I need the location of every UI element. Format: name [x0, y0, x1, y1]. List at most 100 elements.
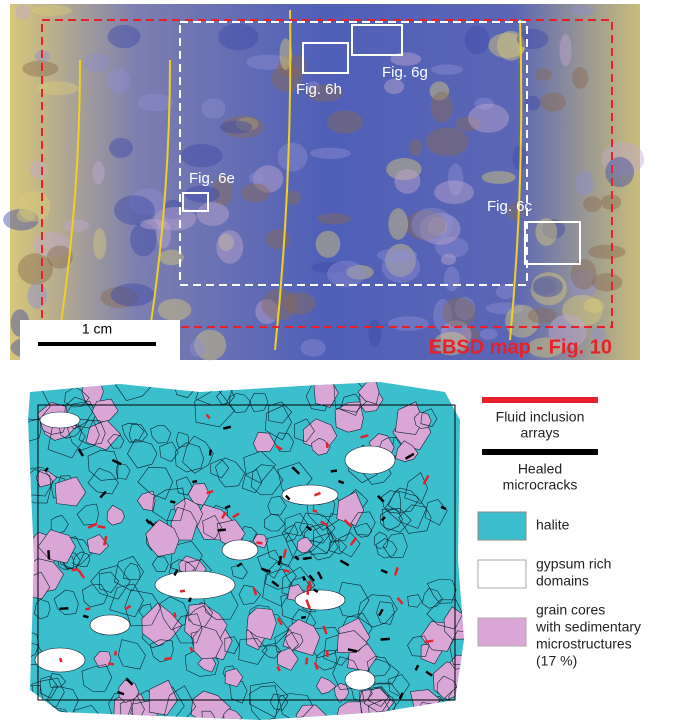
microcrack [192, 481, 197, 482]
crystal [327, 110, 363, 133]
crystal [109, 138, 133, 158]
legend-text: Fluid inclusion [496, 409, 585, 425]
ebsd-label: EBSD map - Fig. 10 [429, 336, 612, 358]
microcrack [170, 501, 175, 502]
fig-label: Fig. 6g [382, 64, 428, 81]
gypsum-domain [155, 571, 235, 599]
figure: Fig. 6h Fig. 6g Fig. 6e Fig. 6c 1 cm EBS… [0, 0, 676, 725]
microcrack [83, 616, 88, 618]
legend-text: halite [536, 517, 570, 533]
fig-label: Fig. 6e [189, 170, 235, 187]
crystal [327, 261, 365, 287]
crystal [317, 213, 351, 224]
legend-text: with sedimentary [535, 619, 641, 635]
legend-text: grain cores [536, 602, 605, 618]
grain-map [12, 371, 483, 725]
microcrack [98, 526, 106, 527]
legend-text: gypsum rich [536, 556, 611, 572]
legend-swatch [478, 618, 526, 646]
legend-swatch [478, 512, 526, 540]
gypsum-domain [345, 446, 395, 474]
crystal [395, 169, 421, 194]
microcrack [306, 658, 307, 665]
legend-text: domains [536, 573, 589, 589]
crystal [384, 79, 404, 94]
legend: Fluid inclusion arrays Healed microcrack… [478, 400, 641, 669]
crystal [15, 4, 30, 20]
microcrack [164, 658, 171, 659]
microcrack [303, 558, 312, 559]
crystal [83, 53, 110, 72]
scale-label: 1 cm [82, 321, 112, 337]
crystal [482, 171, 516, 184]
microcrack [301, 617, 306, 618]
crystal [569, 5, 594, 16]
microcrack [85, 609, 90, 610]
microcrack [191, 647, 192, 651]
crystal [575, 171, 594, 195]
microcrack [381, 639, 390, 640]
crystal [535, 68, 552, 81]
crystal [377, 248, 417, 262]
crystal [605, 157, 634, 187]
gypsum-domain [40, 412, 80, 428]
gypsum-domain [295, 590, 345, 610]
microcrack [72, 569, 79, 570]
crystal [197, 202, 229, 226]
crystal [572, 67, 588, 89]
microcrack [223, 427, 231, 429]
photo: Fig. 6h Fig. 6g Fig. 6e Fig. 6c 1 cm EBS… [3, 4, 644, 364]
crystal [444, 266, 460, 291]
crystal [601, 195, 622, 210]
microcrack [108, 663, 114, 664]
gypsum-domain [345, 670, 375, 690]
microcrack [331, 471, 337, 472]
crystal [18, 191, 50, 221]
crystal [533, 276, 563, 297]
crystal [316, 231, 341, 258]
microcrack [210, 450, 211, 456]
legend-text: microcracks [503, 477, 578, 493]
crystal [220, 121, 252, 134]
legend-swatch [478, 560, 526, 588]
gypsum-domain [90, 615, 130, 635]
microcrack [424, 641, 433, 642]
legend-text: Healed [518, 461, 562, 477]
crystal [559, 34, 571, 66]
legend-text: microstructures [536, 636, 632, 652]
crystal [431, 64, 463, 74]
crystal [409, 139, 423, 156]
crystal [249, 172, 263, 184]
microcrack [217, 530, 225, 531]
crystal [62, 219, 89, 231]
crystal [30, 161, 47, 179]
crystal [185, 186, 220, 203]
crystal [468, 104, 509, 133]
grain [450, 378, 473, 405]
crystal [434, 180, 474, 204]
crystal [592, 273, 622, 291]
crystal [218, 23, 258, 50]
crystal [388, 208, 408, 240]
crystal [431, 92, 453, 123]
microcrack [303, 576, 304, 580]
crystal [32, 5, 72, 16]
crystal [277, 143, 307, 172]
crystal [22, 61, 58, 77]
crystal [588, 245, 626, 259]
crystal [368, 320, 381, 348]
microcrack [256, 542, 262, 543]
crystal [388, 316, 429, 331]
crystal [93, 228, 106, 259]
microcrack [59, 608, 68, 609]
crystal [265, 229, 290, 249]
crystal [202, 98, 226, 118]
crystal [181, 144, 223, 167]
microcrack [189, 598, 191, 602]
crystal [190, 340, 205, 357]
crystal [108, 25, 141, 48]
crystal [583, 196, 601, 212]
microcrack [284, 570, 290, 572]
crystal [442, 297, 476, 327]
crystal [540, 92, 566, 111]
